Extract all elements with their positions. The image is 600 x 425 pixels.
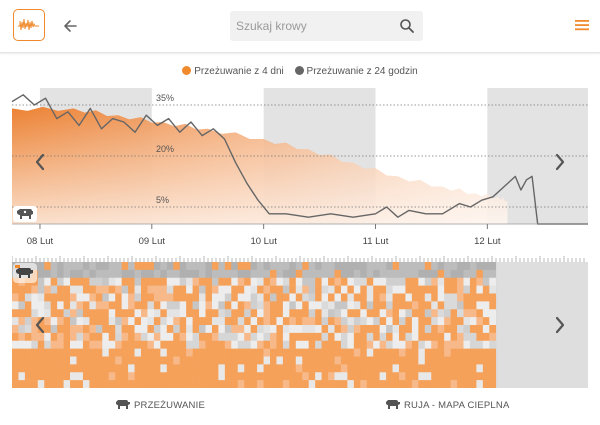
search-input[interactable]	[230, 11, 396, 41]
tab-label: RUJA - MAPA CIEPLNA	[404, 400, 510, 411]
rumination-chart: 35% 20% 5% 08 Lut 09 Lut 10 Lut 11 Lut 12 Lut	[11, 88, 588, 247]
cow-icon	[13, 206, 37, 222]
hamburger-menu-icon[interactable]	[574, 17, 590, 33]
heat-map[interactable]	[12, 262, 588, 388]
heatmap-ruler	[12, 256, 585, 262]
bottom-tabs: PRZEŻUWANIE RUJA - MAPA CIEPLNA	[0, 398, 600, 414]
tab-label: PRZEŻUWANIE	[134, 400, 205, 411]
search-icon[interactable]	[399, 18, 415, 34]
tab-ruja-mapa-cieplna[interactable]: RUJA - MAPA CIEPLNA	[385, 398, 510, 411]
x-tick-label: 08 Lut	[27, 236, 54, 247]
legend-item-24h[interactable]: Przeżuwanie z 24 godzin	[294, 66, 418, 77]
chevron-left-icon[interactable]	[33, 315, 47, 335]
series-4days-shade	[12, 106, 508, 224]
cow-heat-icon	[386, 400, 400, 409]
search-box	[230, 11, 423, 41]
y-tick-label: 5%	[156, 195, 169, 205]
cow-heat-icon	[13, 263, 37, 283]
series-24h-line	[11, 94, 588, 225]
x-tick-label: 10 Lut	[250, 236, 277, 247]
tab-przezuwanie[interactable]: PRZEŻUWANIE	[115, 398, 205, 411]
app-header	[0, 0, 600, 53]
cow-icon	[116, 400, 130, 409]
chart-legend: Przeżuwanie z 4 dni Przeżuwanie z 24 god…	[0, 66, 600, 77]
arrow-left-icon[interactable]	[60, 15, 82, 37]
y-tick-label: 35%	[156, 93, 174, 103]
y-tick-label: 20%	[156, 144, 174, 154]
legend-label: Przeżuwanie z 24 godzin	[306, 66, 418, 77]
legend-label: Przeżuwanie z 4 dni	[194, 66, 284, 77]
cow-rumination-logo-icon[interactable]	[13, 9, 45, 41]
legend-item-4days[interactable]: Przeżuwanie z 4 dni	[182, 66, 284, 77]
x-tick-label: 09 Lut	[139, 236, 166, 247]
chevron-left-icon[interactable]	[33, 152, 47, 172]
x-tick-label: 11 Lut	[363, 236, 389, 247]
chevron-right-icon[interactable]	[553, 152, 567, 172]
chevron-right-icon[interactable]	[553, 315, 567, 335]
x-tick-label: 12 Lut	[474, 236, 501, 247]
legend-swatch	[182, 66, 192, 75]
legend-swatch	[294, 66, 304, 75]
